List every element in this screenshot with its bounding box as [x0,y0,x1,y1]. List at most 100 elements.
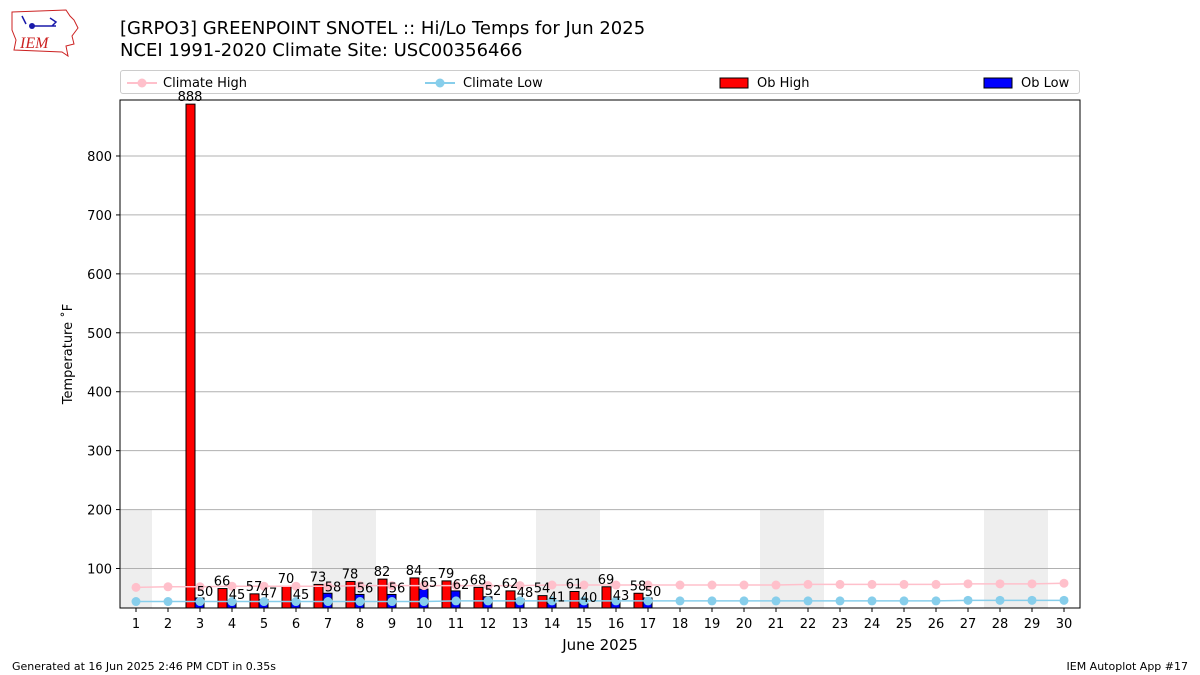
x-axis-label: June 2025 [561,636,638,654]
iowa-state-outline [11,9,79,58]
x-tick-label: 13 [512,617,529,632]
climate-low-point [419,597,429,607]
ob-high-bar [377,578,388,609]
climate-high-point [867,579,877,589]
climate-high-point [131,582,141,592]
y-tick-label: 600 [87,268,112,283]
climate-low-point [611,596,621,606]
x-tick-label: 28 [992,617,1009,632]
climate-low-point [643,596,653,606]
ob-low-swatch-icon [983,77,1013,89]
ob-high-label: 62 [502,577,519,592]
climate-low-point [579,596,589,606]
climate-high-point [483,581,493,591]
legend-label-climate-high: Climate High [163,75,248,91]
climate-low-point [163,597,173,607]
climate-low-point [867,596,877,606]
x-tick-label: 21 [768,617,785,632]
y-tick-label: 200 [87,504,112,519]
weekend-band [760,509,824,608]
climate-low-point [355,597,365,607]
climate-low-point [707,596,717,606]
climate-high-point [547,580,557,590]
x-tick-label: 14 [544,617,561,632]
climate-high-point [451,581,461,591]
ob-high-bar [217,588,228,609]
climate-high-point [739,580,749,590]
x-tick-label: 5 [260,617,268,632]
ob-high-swatch-icon [719,77,749,89]
ob-low-label: 56 [357,581,374,596]
ob-high-bar [185,103,196,609]
y-tick-label: 400 [87,386,112,401]
x-tick-label: 17 [640,617,657,632]
ob-low-label: 50 [645,585,662,600]
climate-high-point [899,579,909,589]
ob-low-label: 58 [325,580,342,595]
y-tick-label: 800 [87,150,112,165]
legend-item-climate-high: Climate High [127,74,247,92]
climate-high-point [963,579,973,589]
x-tick-label: 26 [928,617,945,632]
climate-low-point [771,596,781,606]
ob-high-label: 66 [214,575,231,590]
app-credit-footnote: IEM Autoplot App #17 [1066,660,1189,673]
climate-low-point [963,595,973,605]
ob-high-bar [601,586,612,609]
x-tick-label: 11 [448,617,465,632]
climate-high-point [1059,578,1069,588]
climate-high-point [355,581,365,591]
x-tick-label: 9 [388,617,396,632]
weekend-band [536,509,600,608]
x-tick-label: 19 [704,617,721,632]
climate-high-point [931,579,941,589]
ob-high-label: 68 [470,573,487,588]
x-tick-label: 7 [324,617,332,632]
y-axis-label: Temperature ˚F [60,304,76,405]
x-tick-label: 1 [132,617,140,632]
climate-low-point [1059,595,1069,605]
ob-high-label: 79 [438,567,455,582]
climate-high-point [419,581,429,591]
ob-high-label: 84 [406,564,423,579]
x-tick-label: 6 [292,617,300,632]
climate-high-point [1027,579,1037,589]
climate-low-point [483,596,493,606]
y-tick-label: 300 [87,445,112,460]
climate-low-point [675,596,685,606]
climate-low-point [259,597,269,607]
y-tick-label: 100 [87,563,112,578]
ob-high-label: 61 [566,577,583,592]
ob-low-label: 41 [549,590,566,605]
climate-low-point [291,597,301,607]
climate-high-point [835,579,845,589]
ob-high-bar [281,585,292,609]
ob-high-label: 69 [598,573,615,588]
climate-high-point [195,582,205,592]
ob-high-bar [313,583,324,609]
climate-high-point [579,580,589,590]
x-tick-label: 22 [800,617,817,632]
chart-title: [GRPO3] GREENPOINT SNOTEL :: Hi/Lo Temps… [120,18,646,39]
x-tick-label: 15 [576,617,593,632]
climate-low-point [515,596,525,606]
ob-high-label: 73 [310,570,327,585]
climate-high-point [995,579,1005,589]
ob-high-bar [409,577,420,609]
climate-high-point [515,581,525,591]
ob-low-label: 65 [421,576,438,591]
climate-high-point [323,581,333,591]
ob-low-label: 52 [485,584,502,599]
ob-high-bar [505,590,516,609]
climate-low-point [899,596,909,606]
ob-high-label: 57 [246,580,263,595]
ob-low-label: 62 [453,578,470,593]
ob-high-label: 54 [534,582,551,597]
climate-low-point [995,595,1005,605]
legend-label-climate-low: Climate Low [463,75,543,91]
wind-vane-icon [21,15,58,27]
ob-high-label: 58 [630,579,647,594]
ob-high-label: 888 [178,90,203,105]
ob-low-label: 40 [581,591,598,606]
x-tick-label: 8 [356,617,364,632]
